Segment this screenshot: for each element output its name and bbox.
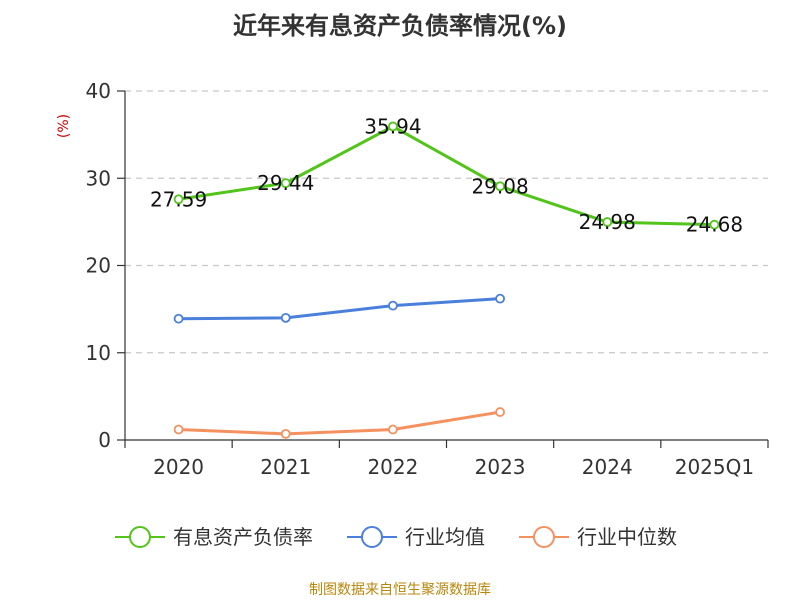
legend-label: 有息资产负债率 <box>173 525 313 549</box>
legend-label: 行业均值 <box>405 525 485 549</box>
data-labels: 27.59 29.44 35.94 29.08 24.98 24.68 <box>150 114 743 236</box>
data-label: 24.68 <box>686 213 743 237</box>
x-tick-label: 2022 <box>367 455 418 479</box>
data-point[interactable] <box>280 178 291 189</box>
data-point[interactable] <box>173 313 184 324</box>
legend-label: 行业中位数 <box>577 525 677 549</box>
data-point[interactable] <box>388 424 398 435</box>
data-label: 24.98 <box>579 210 636 234</box>
axes: 0 10 20 30 40 2020 2021 2022 2023 2024 2025Q1 <box>86 79 769 479</box>
y-tick-label: 0 <box>98 428 111 452</box>
legend-item-1[interactable]: 有息资产负债率 <box>115 525 313 549</box>
data-label: 29.44 <box>257 171 314 195</box>
chart-title: 近年来有息资产负债率情况(%) <box>233 12 567 40</box>
data-point[interactable] <box>280 428 291 439</box>
data-label: 29.08 <box>471 174 528 198</box>
y-tick-label: 10 <box>86 341 111 365</box>
legend[interactable]: 有息资产负债率 行业均值 行业中位数 <box>115 525 677 549</box>
x-tick-label: 2023 <box>475 455 526 479</box>
data-point[interactable] <box>602 217 613 227</box>
legend-item-2[interactable]: 行业均值 <box>347 525 485 549</box>
data-point[interactable] <box>173 194 184 205</box>
legend-marker <box>361 526 383 548</box>
data-point[interactable] <box>173 424 184 435</box>
y-axis-unit-label: (%) <box>56 114 72 138</box>
data-point[interactable] <box>495 293 505 304</box>
source-note: 制图数据来自恒生聚源数据库 <box>309 582 491 598</box>
data-point[interactable] <box>495 407 505 417</box>
y-tick-label: 30 <box>86 166 111 190</box>
legend-marker <box>129 526 151 548</box>
data-label: 27.59 <box>150 187 207 211</box>
x-tick-label: 2025Q1 <box>675 455 754 479</box>
x-tick-label: 2024 <box>582 455 633 479</box>
data-point[interactable] <box>280 312 291 323</box>
data-point[interactable] <box>709 219 720 230</box>
gridlines <box>125 90 768 354</box>
data-point[interactable] <box>388 121 398 132</box>
series-line-1 <box>177 124 716 227</box>
y-tick-label: 20 <box>86 254 111 278</box>
legend-marker <box>533 526 555 548</box>
legend-item-3[interactable]: 行业中位数 <box>519 525 677 549</box>
data-point[interactable] <box>388 300 398 311</box>
series-line-3 <box>177 410 502 436</box>
data-point[interactable] <box>495 181 505 192</box>
series-line-2 <box>177 297 502 321</box>
x-tick-label: 2020 <box>153 455 204 479</box>
data-label: 35.94 <box>364 114 421 138</box>
y-tick-label: 40 <box>86 79 111 103</box>
x-tick-label: 2021 <box>260 455 311 479</box>
series-lines <box>173 121 720 439</box>
